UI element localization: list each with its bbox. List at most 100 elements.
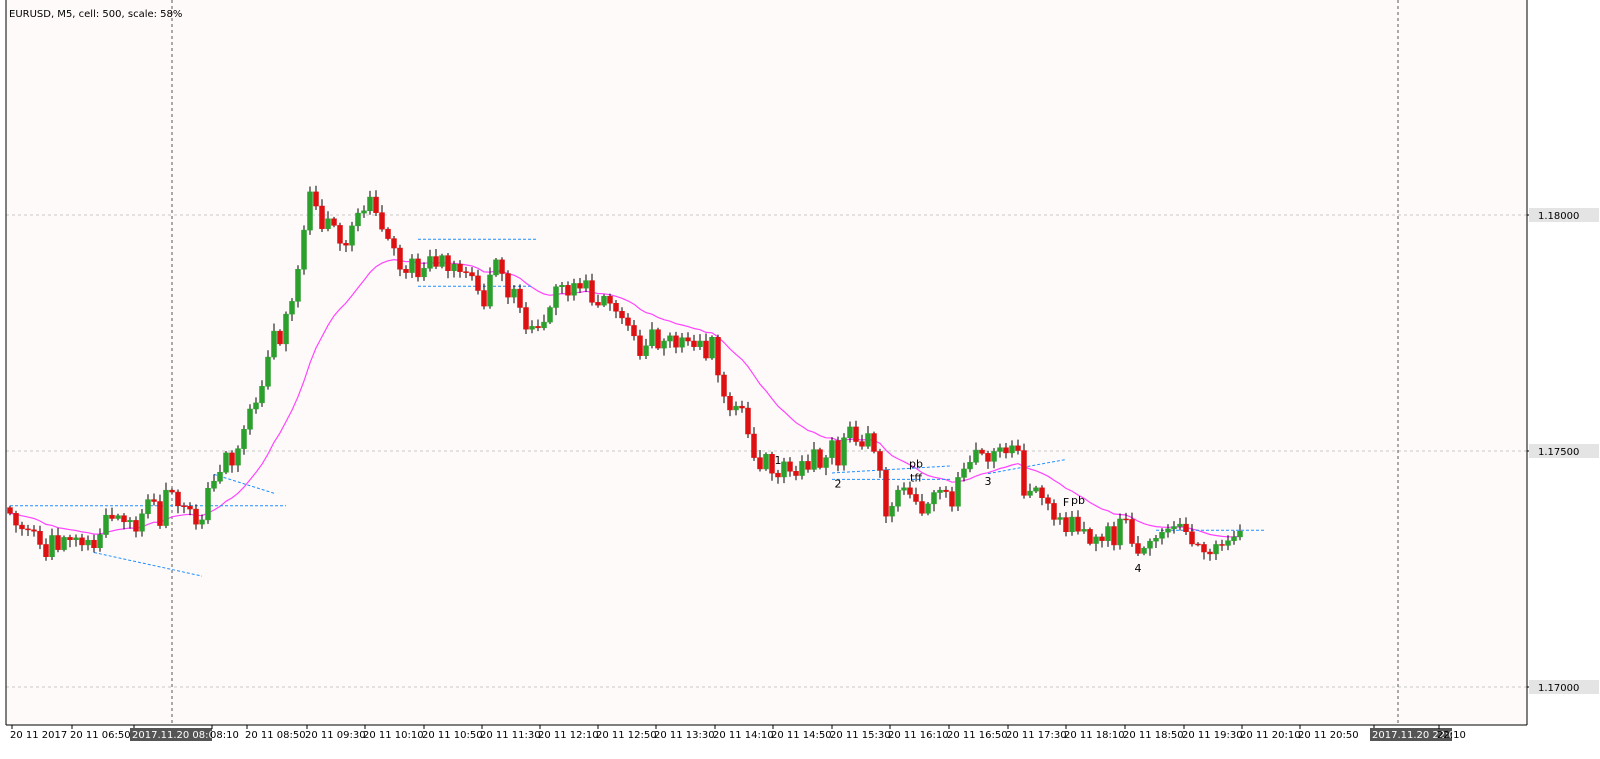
y-tick-label-0: 1.18000: [1538, 211, 1579, 222]
candle-13: [85, 535, 91, 551]
candle-body-182: [1099, 536, 1105, 541]
candle-body-71: [433, 256, 439, 267]
candle-body-144: [871, 433, 877, 452]
candle-140: [847, 421, 853, 443]
candle-body-130: [787, 461, 793, 472]
candle-45: [277, 329, 283, 346]
candle-18: [115, 513, 121, 521]
candle-body-35: [217, 471, 223, 482]
x-tick-highlight-2: [130, 728, 212, 741]
day-separators: [171, 0, 1399, 725]
candle-170: [1027, 483, 1033, 498]
candle-16: [103, 508, 109, 538]
candle-153: [925, 501, 931, 516]
candle-121: [733, 401, 739, 416]
candle-92: [559, 282, 565, 294]
candle-body-149: [901, 487, 907, 491]
candle-body-88: [535, 326, 541, 329]
candle-body-95: [577, 283, 583, 289]
candle-27: [169, 488, 175, 494]
candle-body-68: [415, 258, 421, 278]
candle-body-146: [883, 470, 889, 517]
candle-131: [793, 465, 799, 481]
candle-body-92: [559, 285, 565, 287]
candle-137: [829, 437, 835, 465]
candle-body-193: [1165, 528, 1171, 533]
candle-176: [1063, 512, 1069, 537]
candle-15: [97, 528, 103, 552]
candle-74: [451, 260, 457, 278]
x-tick-label-13: 20 11 14:50: [771, 730, 832, 741]
trendline-2: [213, 473, 275, 494]
candle-body-31: [193, 508, 199, 525]
candle-body-46: [283, 313, 289, 345]
candle-150: [907, 481, 913, 499]
candle-51: [313, 185, 319, 211]
candle-body-179: [1081, 529, 1087, 532]
candle-body-110: [667, 335, 673, 342]
candle-31: [193, 504, 199, 530]
candle-69: [421, 262, 427, 281]
x-tick-label-21: 20 11 20:10: [1240, 730, 1301, 741]
candle-198: [1195, 542, 1201, 547]
candle-body-176: [1063, 517, 1069, 532]
candle-body-49: [301, 229, 307, 270]
candle-body-117: [709, 336, 715, 359]
candle-body-161: [973, 449, 979, 463]
candle-body-147: [889, 505, 895, 517]
candle-116: [703, 333, 709, 361]
x-tick-label-10: 20 11 12:50: [596, 730, 657, 741]
candle-body-11: [73, 537, 79, 540]
grid-lines: [6, 214, 1527, 688]
candle-43: [265, 350, 271, 390]
candle-body-123: [745, 407, 751, 435]
candle-body-97: [589, 280, 595, 303]
candle-body-171: [1033, 487, 1039, 492]
candle-body-87: [529, 326, 535, 330]
candle-body-155: [937, 489, 943, 493]
candle-body-53: [325, 218, 331, 229]
candle-body-69: [421, 268, 427, 278]
candle-body-136: [823, 457, 829, 468]
candle-161: [973, 442, 979, 465]
candle-body-26: [163, 489, 169, 526]
x-tick-label-14: 20 11 15:30: [830, 730, 891, 741]
candle-180: [1087, 527, 1093, 546]
candle-body-66: [403, 269, 409, 273]
candle-71: [433, 248, 439, 270]
candle-body-204: [1231, 536, 1237, 541]
candle-46: [283, 311, 289, 352]
candle-33: [205, 482, 211, 524]
candle-6: [43, 538, 49, 561]
candle-body-73: [445, 255, 451, 271]
candle-body-81: [493, 259, 499, 276]
candle-82: [499, 257, 505, 282]
candle-105: [637, 329, 643, 360]
candle-119: [721, 371, 727, 404]
candle-body-203: [1225, 540, 1231, 546]
candle-body-13: [85, 539, 91, 546]
x-tick-label-4: 20 11 08:50: [245, 730, 306, 741]
candle-5: [37, 525, 43, 550]
candle-8: [55, 527, 61, 553]
candle-25: [157, 494, 163, 529]
candle-body-137: [829, 440, 835, 458]
chart-title: EURUSD, M5, cell: 500, scale: 58%: [9, 9, 182, 20]
candle-body-84: [511, 288, 517, 298]
candle-165: [997, 443, 1003, 458]
candle-70: [427, 249, 433, 272]
candle-101: [613, 299, 619, 319]
candle-0: [7, 505, 13, 516]
candle-102: [619, 307, 625, 325]
candle-128: [775, 469, 781, 484]
candle-body-104: [631, 325, 637, 337]
candle-body-175: [1057, 517, 1063, 520]
candle-body-186: [1123, 518, 1129, 521]
trendline-1: [93, 551, 203, 577]
candle-body-32: [199, 519, 205, 525]
candle-37: [229, 450, 235, 473]
candle-177: [1069, 510, 1075, 536]
candle-body-89: [541, 321, 547, 329]
candle-146: [883, 467, 889, 523]
candle-body-150: [907, 487, 913, 495]
